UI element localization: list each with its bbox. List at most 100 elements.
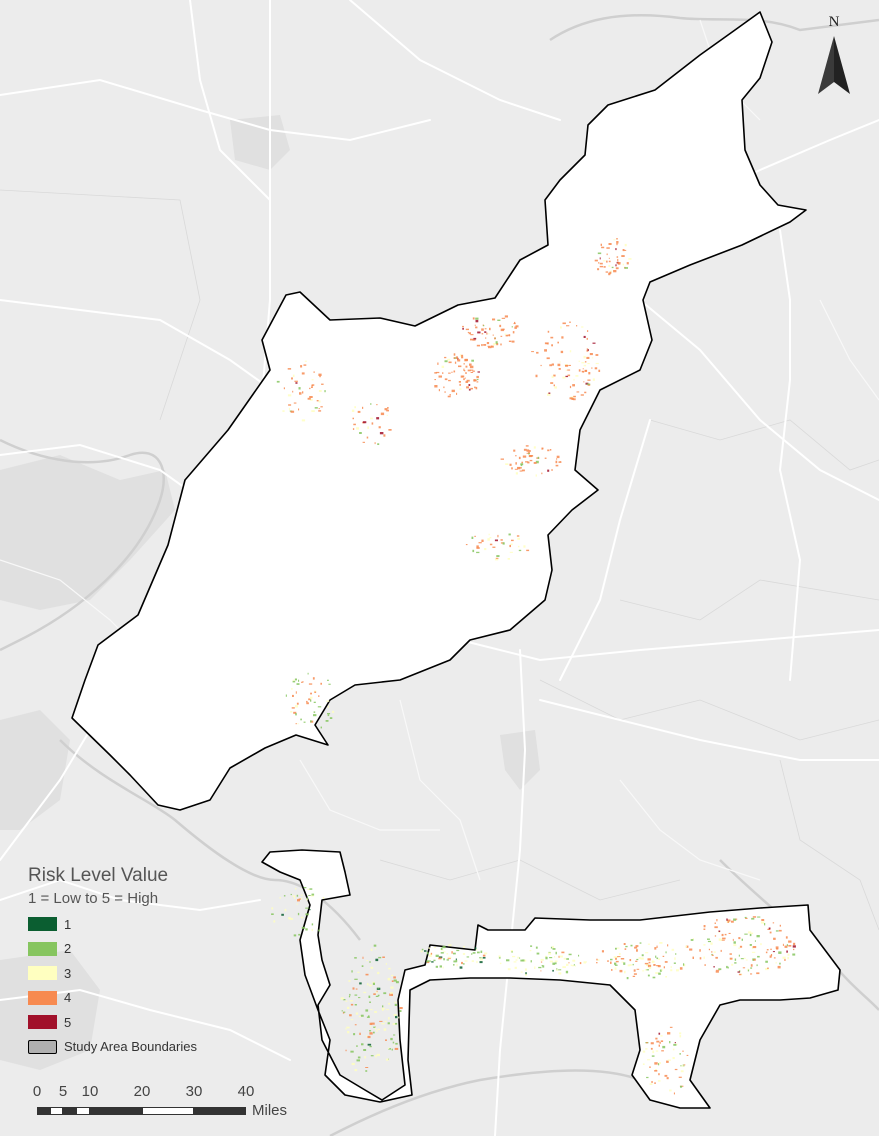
- risk-patch: [307, 888, 310, 890]
- risk-patch: [369, 1022, 373, 1025]
- risk-patch: [279, 897, 281, 899]
- risk-patch: [456, 949, 460, 952]
- risk-patch: [387, 977, 391, 981]
- risk-patch: [476, 545, 479, 548]
- risk-patch: [615, 957, 617, 960]
- risk-patch: [367, 1035, 371, 1039]
- risk-patch: [518, 456, 521, 460]
- risk-patch: [462, 953, 466, 955]
- risk-patch: [420, 950, 423, 953]
- risk-patch: [726, 965, 728, 969]
- risk-patch: [511, 326, 513, 328]
- risk-patch: [750, 967, 753, 969]
- risk-patch: [764, 923, 766, 926]
- risk-patch: [455, 959, 458, 963]
- risk-patch: [638, 957, 641, 959]
- scale-tick-30: 30: [185, 1083, 203, 1100]
- risk-patch: [456, 392, 458, 395]
- risk-patch: [467, 369, 471, 372]
- study-area-south: [261, 849, 841, 1109]
- risk-patch: [525, 973, 527, 976]
- risk-patch: [351, 409, 355, 412]
- risk-patch: [636, 949, 638, 952]
- risk-patch: [646, 964, 650, 966]
- risk-patch: [776, 948, 779, 950]
- risk-patch: [565, 364, 568, 367]
- risk-patch: [518, 467, 522, 469]
- risk-patch: [608, 257, 610, 259]
- risk-patch: [392, 1023, 396, 1025]
- risk-patch: [528, 453, 530, 455]
- risk-patch: [495, 341, 498, 344]
- risk-patch: [475, 386, 478, 390]
- risk-patch: [655, 972, 659, 974]
- risk-patch: [754, 940, 756, 942]
- risk-patch: [297, 899, 300, 902]
- risk-patch: [591, 357, 594, 359]
- risk-patch: [496, 343, 499, 346]
- risk-patch: [484, 548, 487, 551]
- risk-patch: [497, 319, 501, 321]
- risk-patch: [461, 354, 464, 357]
- risk-patch: [390, 993, 393, 996]
- risk-patch: [568, 953, 572, 956]
- risk-patch: [357, 971, 360, 973]
- risk-patch: [738, 947, 741, 949]
- risk-patch: [703, 928, 706, 930]
- risk-patch: [711, 951, 713, 953]
- risk-patch: [526, 549, 530, 552]
- risk-patch: [427, 960, 431, 962]
- risk-patch: [673, 1092, 675, 1095]
- risk-patch: [350, 1050, 354, 1053]
- risk-patch: [584, 361, 587, 363]
- risk-patch: [492, 546, 496, 548]
- risk-patch: [505, 334, 509, 337]
- risk-patch: [586, 383, 591, 385]
- risk-patch: [615, 248, 617, 251]
- risk-patch: [555, 464, 559, 467]
- risk-patch: [464, 960, 468, 962]
- risk-patch: [318, 929, 320, 932]
- risk-patch: [472, 370, 475, 372]
- risk-patch: [651, 1081, 653, 1083]
- risk-patch: [285, 694, 287, 697]
- risk-patch: [658, 1063, 660, 1066]
- risk-patch: [395, 1015, 398, 1019]
- risk-patch: [461, 356, 464, 359]
- risk-patch: [458, 381, 461, 383]
- risk-patch: [632, 975, 636, 977]
- risk-patch: [289, 918, 293, 920]
- risk-patch: [556, 968, 558, 971]
- risk-patch: [614, 964, 618, 966]
- risk-patch: [578, 369, 581, 372]
- risk-patch: [557, 363, 561, 367]
- risk-patch: [293, 711, 297, 714]
- risk-patch: [302, 391, 304, 394]
- risk-patch: [482, 957, 486, 959]
- risk-patch: [509, 551, 513, 553]
- risk-patch: [388, 1047, 390, 1049]
- risk-patch: [613, 270, 617, 273]
- risk-patch: [370, 417, 373, 420]
- risk-patch: [380, 412, 385, 416]
- risk-patch: [443, 958, 445, 961]
- risk-patch: [451, 389, 455, 393]
- risk-patch: [311, 385, 314, 387]
- risk-patch: [597, 268, 600, 271]
- risk-patch: [523, 448, 527, 451]
- risk-patch: [385, 1039, 387, 1041]
- risk-patch: [540, 970, 542, 972]
- risk-patch: [376, 987, 381, 990]
- risk-patch: [494, 539, 498, 542]
- risk-patch: [551, 469, 553, 471]
- risk-patch: [360, 1014, 364, 1017]
- risk-patch: [743, 957, 746, 959]
- risk-patch: [580, 394, 584, 396]
- risk-patch: [552, 962, 556, 965]
- risk-patch: [738, 973, 742, 976]
- risk-patch: [658, 1062, 661, 1064]
- risk-patch: [369, 1045, 372, 1048]
- risk-patch: [630, 944, 633, 947]
- risk-patch: [465, 328, 469, 331]
- risk-patch: [715, 970, 719, 973]
